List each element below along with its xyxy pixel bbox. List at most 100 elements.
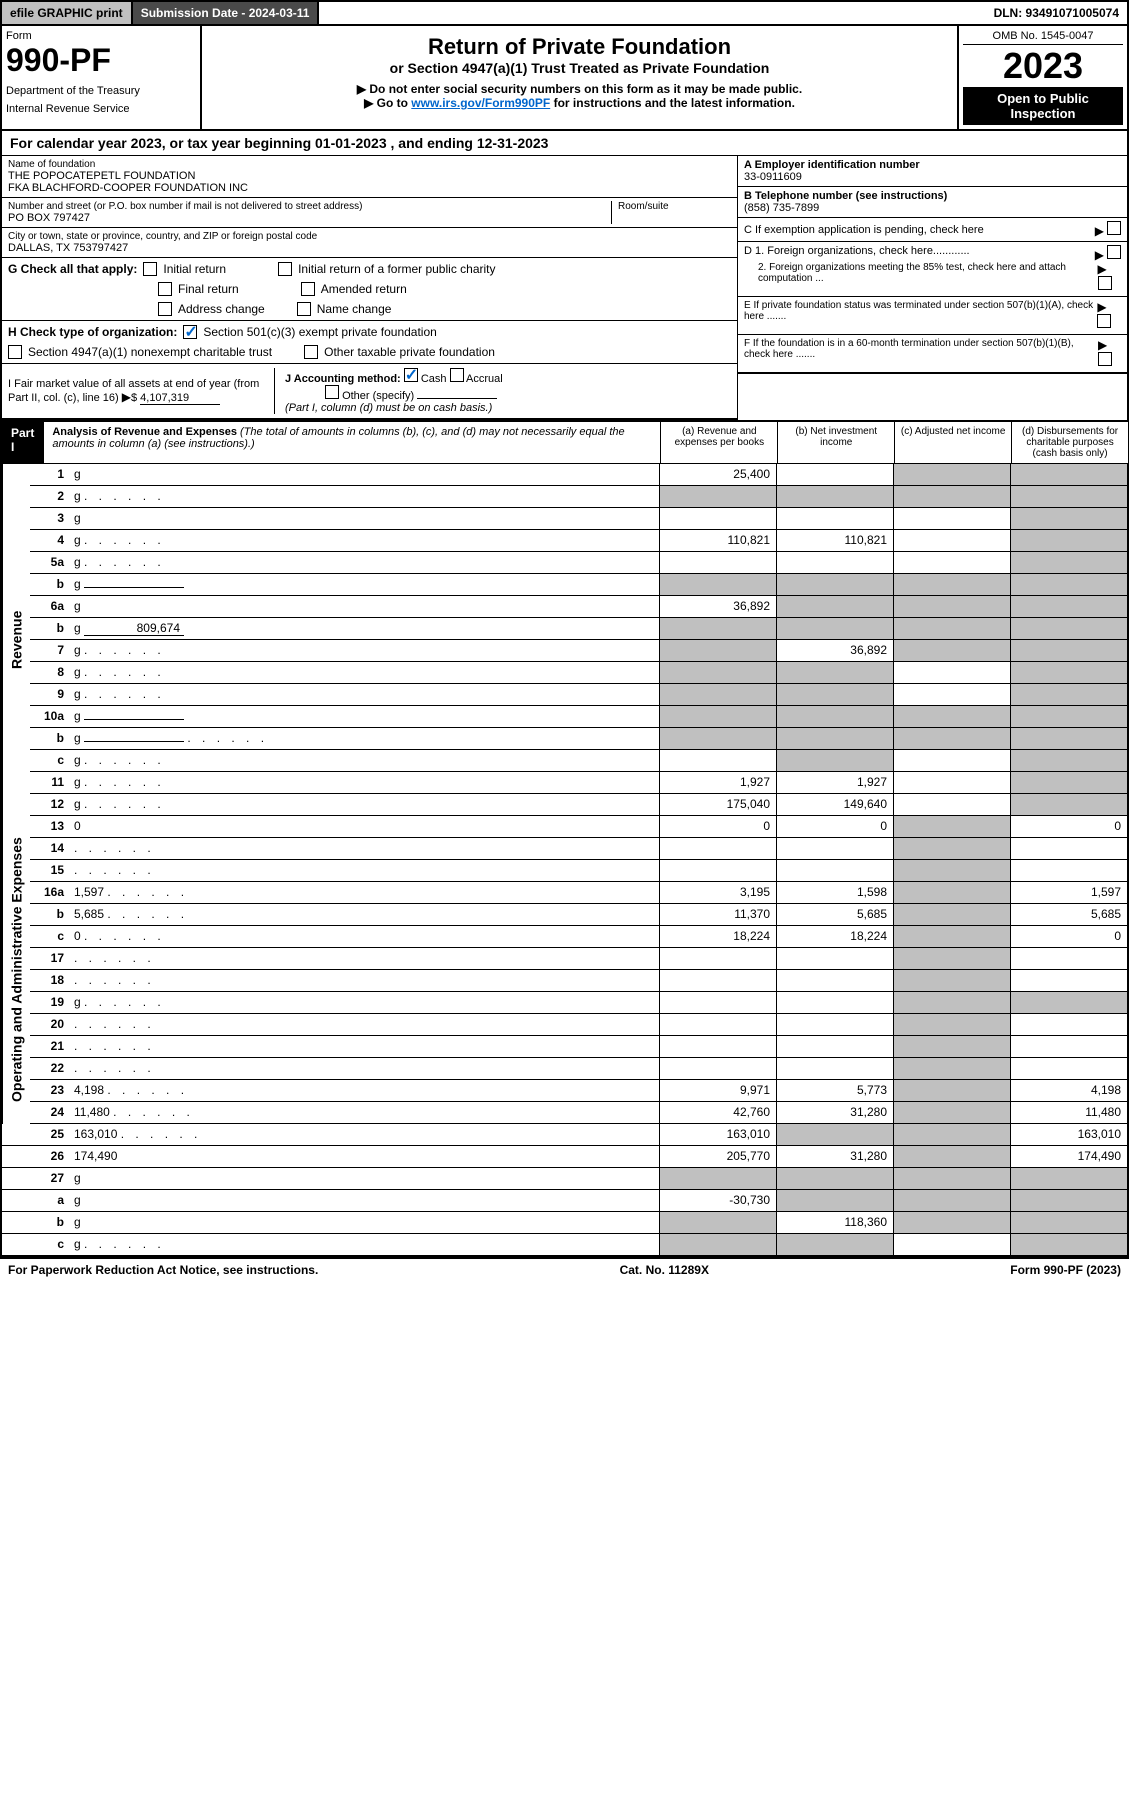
irs-link[interactable]: www.irs.gov/Form990PF — [411, 96, 550, 110]
note2-pre: ▶ Go to — [364, 96, 411, 110]
note2-post: for instructions and the latest informat… — [550, 96, 795, 110]
d-cell: D 1. Foreign organizations, check here..… — [738, 242, 1127, 297]
arrow-icon: ▶ — [1097, 300, 1106, 314]
table-row: 20 . . . . . . — [30, 1014, 1127, 1036]
table-row: cg . . . . . . — [2, 1234, 1127, 1256]
table-cell — [893, 574, 1010, 595]
table-cell — [1010, 1190, 1127, 1211]
inline-value — [84, 587, 184, 588]
row-number: b — [30, 1212, 70, 1233]
table-cell — [1010, 706, 1127, 727]
table-cell — [659, 552, 776, 573]
501c3-checkbox[interactable] — [183, 325, 197, 339]
table-cell — [1010, 772, 1127, 793]
amended-return-checkbox[interactable] — [301, 282, 315, 296]
foundation-name2: FKA BLACHFORD-COOPER FOUNDATION INC — [8, 182, 731, 194]
accrual-checkbox[interactable] — [450, 368, 464, 382]
row-description: g . . . . . . — [70, 794, 659, 815]
other-taxable-checkbox[interactable] — [304, 345, 318, 359]
d2-label: 2. Foreign organizations meeting the 85%… — [758, 262, 1098, 293]
table-cell — [659, 1212, 776, 1233]
table-cell: 0 — [1010, 816, 1127, 837]
c-label: C If exemption application is pending, c… — [744, 224, 984, 236]
table-cell — [1010, 1058, 1127, 1079]
table-cell: 118,360 — [776, 1212, 893, 1233]
expenses-side-label: Operating and Administrative Expenses — [2, 816, 30, 1124]
table-cell — [659, 1036, 776, 1057]
row-number: 11 — [30, 772, 70, 793]
table-cell — [1010, 508, 1127, 529]
info-left: Name of foundation THE POPOCATEPETL FOUN… — [2, 156, 737, 420]
final-return-checkbox[interactable] — [158, 282, 172, 296]
row-number: 8 — [30, 662, 70, 683]
address-cell: Number and street (or P.O. box number if… — [2, 198, 737, 228]
table-cell — [893, 772, 1010, 793]
inline-value — [84, 741, 184, 742]
table-cell — [776, 574, 893, 595]
row-number: 5a — [30, 552, 70, 573]
row-number: 9 — [30, 684, 70, 705]
part1-desc: Analysis of Revenue and Expenses (The to… — [44, 422, 660, 463]
table-cell — [893, 618, 1010, 639]
inline-value: 809,674 — [84, 621, 184, 636]
i-section: I Fair market value of all assets at end… — [8, 378, 268, 405]
table-cell — [659, 838, 776, 859]
table-cell — [893, 1168, 1010, 1189]
table-cell — [776, 1234, 893, 1255]
arrow-icon: ▶ — [1095, 224, 1104, 238]
table-cell — [776, 552, 893, 573]
table-cell: 3,195 — [659, 882, 776, 903]
revenue-section: Revenue 1g25,4002g . . . . . .3g4g . . .… — [2, 464, 1127, 816]
other-specify-input[interactable] — [417, 398, 497, 399]
table-cell — [659, 970, 776, 991]
table-cell — [1010, 992, 1127, 1013]
row-number: 6a — [30, 596, 70, 617]
table-cell: 11,480 — [1010, 1102, 1127, 1123]
table-cell — [1010, 618, 1127, 639]
former-charity-checkbox[interactable] — [278, 262, 292, 276]
other-method-checkbox[interactable] — [325, 385, 339, 399]
row-description: g — [70, 574, 659, 595]
table-row: 12g . . . . . .175,040149,640 — [30, 794, 1127, 816]
table-cell — [1010, 684, 1127, 705]
cash-checkbox[interactable] — [404, 368, 418, 382]
row-description: . . . . . . — [70, 1036, 659, 1057]
d2-checkbox[interactable] — [1098, 276, 1112, 290]
f-checkbox[interactable] — [1098, 352, 1112, 366]
table-cell — [893, 1058, 1010, 1079]
address-change-checkbox[interactable] — [158, 302, 172, 316]
h2: Section 4947(a)(1) nonexempt charitable … — [28, 345, 272, 359]
row-number: 21 — [30, 1036, 70, 1057]
efile-print-label[interactable]: efile GRAPHIC print — [2, 2, 133, 24]
table-cell: 36,892 — [776, 640, 893, 661]
4947-checkbox[interactable] — [8, 345, 22, 359]
row-number: 20 — [30, 1014, 70, 1035]
foundation-name-cell: Name of foundation THE POPOCATEPETL FOUN… — [2, 156, 737, 198]
row-description: g — [70, 1212, 659, 1233]
table-cell — [893, 706, 1010, 727]
row-description: g — [70, 508, 659, 529]
top-bar: efile GRAPHIC print Submission Date - 20… — [0, 0, 1129, 26]
row-description: g — [70, 596, 659, 617]
initial-return-checkbox[interactable] — [143, 262, 157, 276]
j-label: J Accounting method: — [285, 373, 401, 385]
c-checkbox[interactable] — [1107, 221, 1121, 235]
table-cell — [776, 618, 893, 639]
table-cell: 5,685 — [1010, 904, 1127, 925]
g1: Initial return — [163, 262, 226, 276]
tax-year: 2023 — [963, 45, 1123, 87]
table-cell: 205,770 — [659, 1146, 776, 1167]
e-label: E If private foundation status was termi… — [744, 300, 1097, 331]
name-change-checkbox[interactable] — [297, 302, 311, 316]
row-description: 4,198 . . . . . . — [70, 1080, 659, 1101]
table-cell — [776, 662, 893, 683]
table-cell — [776, 464, 893, 485]
form-title: Return of Private Foundation — [210, 34, 949, 60]
table-row: bg . . . . . . — [30, 728, 1127, 750]
row-number: 26 — [30, 1146, 70, 1167]
table-cell: 1,598 — [776, 882, 893, 903]
d1-checkbox[interactable] — [1107, 245, 1121, 259]
e-checkbox[interactable] — [1097, 314, 1111, 328]
table-row: 10ag — [30, 706, 1127, 728]
table-row: cg . . . . . . — [30, 750, 1127, 772]
